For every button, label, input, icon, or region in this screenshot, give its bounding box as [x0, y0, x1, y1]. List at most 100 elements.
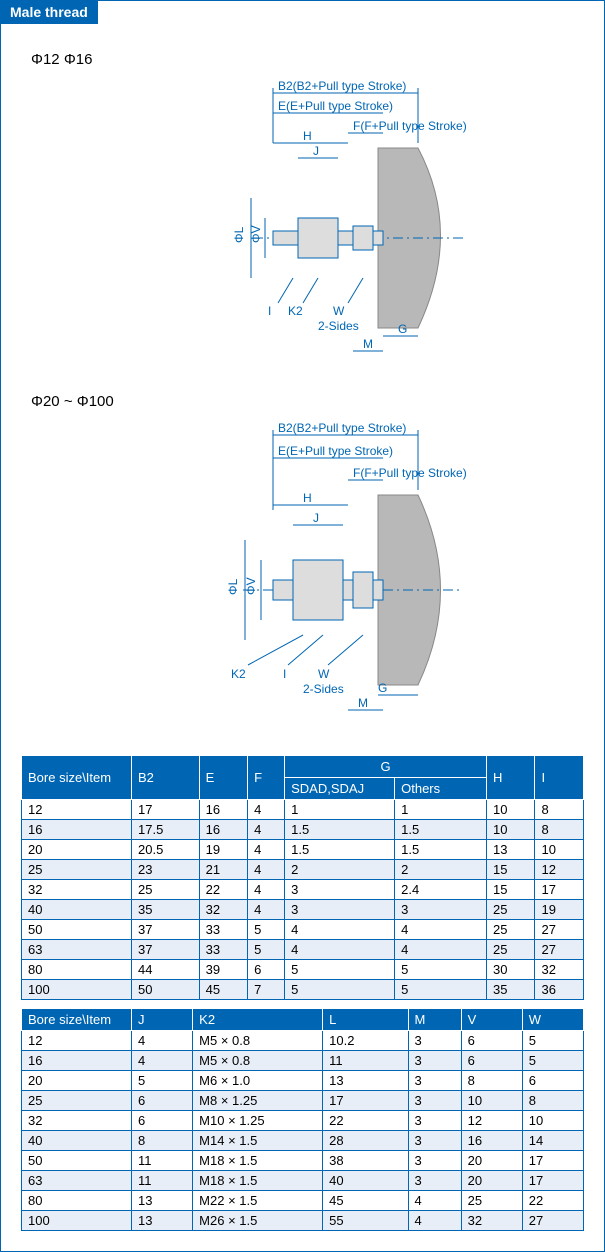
content-area: Φ12 Φ16 B2(B2+Pull type Stroke) [1, 1, 604, 1251]
table-cell: 8 [535, 800, 584, 820]
table-cell: 3 [408, 1091, 461, 1111]
table-cell: M6 × 1.0 [193, 1071, 323, 1091]
dim-v-label: ΦV [249, 225, 263, 243]
table-cell: 6 [461, 1051, 522, 1071]
diagram-1: B2(B2+Pull type Stroke) E(E+Pull type St… [123, 78, 483, 358]
table-cell: 6 [132, 1111, 193, 1131]
table-cell: 30 [486, 960, 535, 980]
table-cell: 37 [132, 940, 200, 960]
dim-b2-label: B2(B2+Pull type Stroke) [278, 79, 406, 93]
table-cell: 45 [199, 980, 248, 1000]
table-cell: 6 [461, 1031, 522, 1051]
table-cell: 40 [323, 1171, 408, 1191]
title-badge: Male thread [0, 0, 98, 24]
table-cell: 4 [248, 820, 285, 840]
table-cell: 17 [522, 1171, 583, 1191]
table-cell: M5 × 0.8 [193, 1031, 323, 1051]
table-cell: 25 [22, 1091, 132, 1111]
dim-w-label: W [333, 304, 345, 318]
dim-m-label-2: M [358, 696, 368, 710]
col2-j: J [132, 1009, 193, 1031]
table-cell: 8 [522, 1091, 583, 1111]
table-cell: 1 [285, 800, 395, 820]
table-cell: 3 [285, 900, 395, 920]
table-cell: 3 [408, 1151, 461, 1171]
table-cell: 40 [22, 1131, 132, 1151]
table-cell: 22 [199, 880, 248, 900]
table-cell: 32 [199, 900, 248, 920]
dim-l-label-2: ΦL [226, 578, 240, 595]
dim-h-label-2: H [303, 491, 312, 505]
table-cell: 5 [285, 960, 395, 980]
table-cell: 16 [22, 820, 132, 840]
table-cell: 16 [22, 1051, 132, 1071]
table-row: 1617.51641.51.5108 [22, 820, 584, 840]
spec-table-1: Bore size\Item B2 E F G H I SDAD,SDAJ Ot… [21, 755, 584, 1000]
dim-j-label: J [313, 144, 319, 158]
table-row: 164M5 × 0.811365 [22, 1051, 584, 1071]
table-row: 4035324332519 [22, 900, 584, 920]
table-cell: 15 [486, 880, 535, 900]
table-cell: 11 [323, 1051, 408, 1071]
table-cell: 1.5 [395, 820, 487, 840]
table-cell: 19 [199, 840, 248, 860]
table-cell: 4 [132, 1051, 193, 1071]
dim-h-label: H [303, 129, 312, 143]
table-cell: 17 [132, 800, 200, 820]
table-cell: 39 [199, 960, 248, 980]
table-cell: 14 [522, 1131, 583, 1151]
table-cell: 3 [285, 880, 395, 900]
dim-b2-label-2: B2(B2+Pull type Stroke) [278, 421, 406, 435]
dim-g-label: G [398, 322, 407, 336]
table-cell: 7 [248, 980, 285, 1000]
table-cell: 16 [461, 1131, 522, 1151]
table-cell: 36 [535, 980, 584, 1000]
table-cell: 6 [522, 1071, 583, 1091]
diagram-2: B2(B2+Pull type Stroke) E(E+Pull type St… [123, 420, 483, 720]
table-cell: 3 [408, 1111, 461, 1131]
table-row: 8013M22 × 1.54542522 [22, 1191, 584, 1211]
table-cell: 5 [395, 960, 487, 980]
table-row: 8044396553032 [22, 960, 584, 980]
table-cell: 3 [408, 1171, 461, 1191]
table-cell: 8 [132, 1131, 193, 1151]
dim-2sides-label-2: 2-Sides [303, 682, 344, 696]
table-cell: 55 [323, 1211, 408, 1231]
col-bore: Bore size\Item [22, 756, 132, 800]
table-cell: M5 × 0.8 [193, 1051, 323, 1071]
table-row: 10050457553536 [22, 980, 584, 1000]
table-cell: 3 [408, 1131, 461, 1151]
table-cell: 4 [285, 920, 395, 940]
table-cell: 25 [486, 940, 535, 960]
dim-e-label: E(E+Pull type Stroke) [278, 99, 393, 113]
table-cell: 12 [535, 860, 584, 880]
dim-j-label-2: J [313, 511, 319, 525]
table-cell: 25 [486, 900, 535, 920]
dim-f-label-2: F(F+Pull type Stroke) [353, 466, 467, 480]
table-cell: 8 [461, 1071, 522, 1091]
table-cell: 27 [535, 940, 584, 960]
table-row: 256M8 × 1.25173108 [22, 1091, 584, 1111]
size-label-2: Φ20 ~ Φ100 [31, 393, 584, 410]
table-cell: 4 [408, 1191, 461, 1211]
dim-k2-label-2: K2 [231, 667, 246, 681]
table-row: 124M5 × 0.810.2365 [22, 1031, 584, 1051]
table-cell: 4 [132, 1031, 193, 1051]
dim-v-label-2: ΦV [244, 577, 258, 595]
table-cell: 27 [522, 1211, 583, 1231]
table-row: 322522432.41517 [22, 880, 584, 900]
col-f: F [248, 756, 285, 800]
table-cell: 6 [248, 960, 285, 980]
table-cell: 4 [248, 800, 285, 820]
table-cell: 32 [535, 960, 584, 980]
table-cell: 13 [323, 1071, 408, 1091]
table-cell: 32 [22, 1111, 132, 1131]
dim-w-label-2: W [318, 667, 330, 681]
table-cell: 1.5 [285, 820, 395, 840]
table-cell: 1.5 [285, 840, 395, 860]
table-cell: 80 [22, 960, 132, 980]
table-cell: 4 [285, 940, 395, 960]
table-cell: 20.5 [132, 840, 200, 860]
table-cell: 23 [132, 860, 200, 880]
table-cell: 50 [22, 1151, 132, 1171]
